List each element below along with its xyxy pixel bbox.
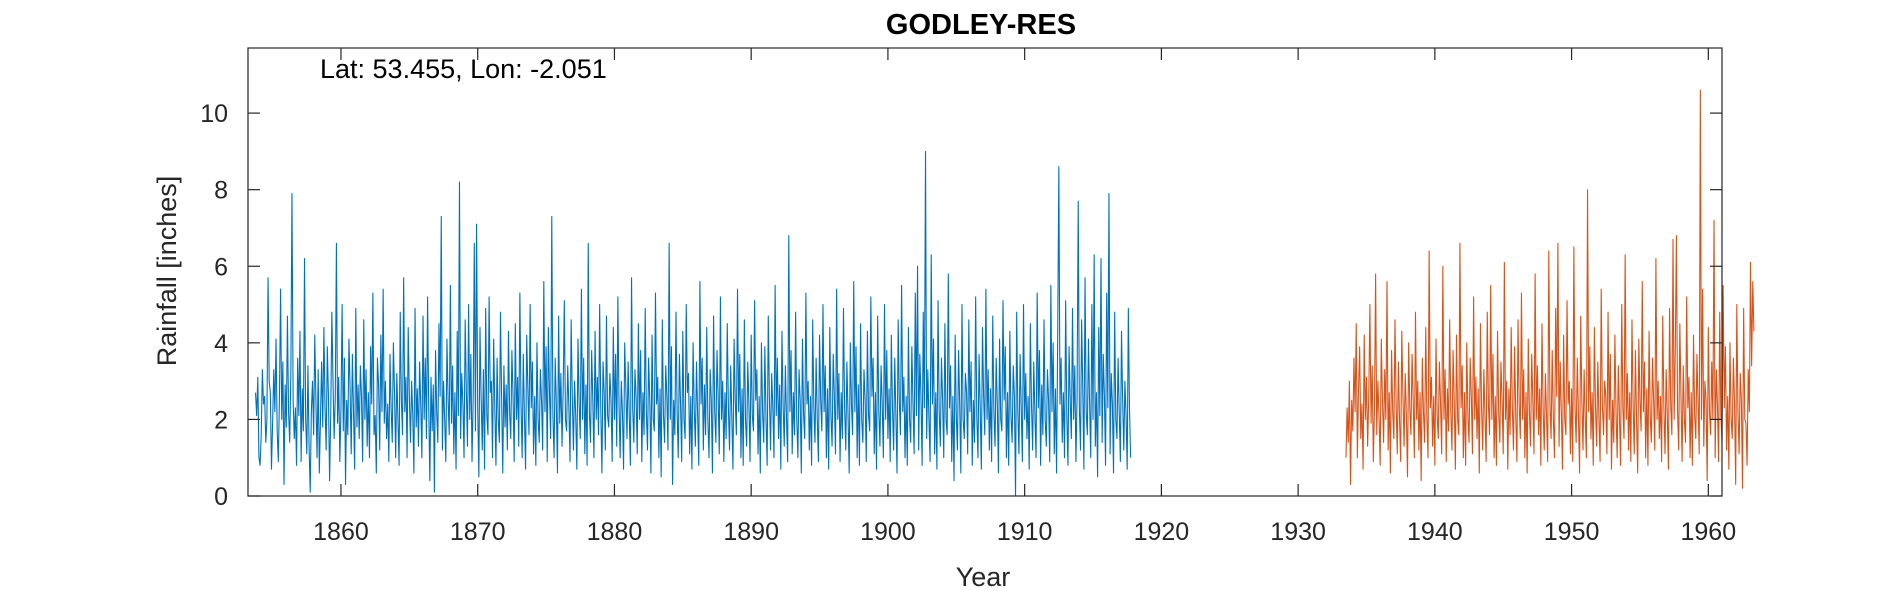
y-tick-label: 2 (214, 406, 228, 434)
x-tick-label: 1960 (1681, 518, 1737, 546)
y-tick-label: 8 (214, 177, 228, 205)
x-tick-label: 1930 (1270, 518, 1326, 546)
x-tick-label: 1880 (587, 518, 643, 546)
y-tick-label: 4 (214, 330, 228, 358)
x-tick-label: 1940 (1407, 518, 1463, 546)
x-tick-label: 1920 (1134, 518, 1190, 546)
x-tick-label: 1870 (450, 518, 506, 546)
x-axis: 1860 1870 1880 1890 1900 1910 1920 1930 1940 1950… (313, 48, 1736, 546)
series-line-2 (1345, 89, 1755, 489)
x-tick-label: 1900 (860, 518, 916, 546)
plot-area-frame (247, 47, 1723, 497)
series-line-1 (254, 150, 1132, 497)
x-tick-label: 1860 (313, 518, 369, 546)
x-tick-label: 1890 (723, 518, 779, 546)
x-tick-label: 1910 (997, 518, 1053, 546)
x-axis-label: Year (956, 562, 1011, 591)
y-tick-label: 10 (200, 100, 228, 128)
series-layer (254, 89, 1755, 497)
y-tick-label: 6 (214, 253, 228, 281)
x-tick-label: 1950 (1544, 518, 1600, 546)
y-tick-label: 0 (214, 483, 228, 511)
lat-lon-annotation: Lat: 53.455, Lon: -2.051 (320, 54, 607, 84)
chart-title: GODLEY-RES (886, 9, 1076, 41)
y-axis-label: Rainfall [inches] (152, 176, 182, 367)
y-axis: 0 2 4 6 8 10 (200, 100, 1722, 511)
